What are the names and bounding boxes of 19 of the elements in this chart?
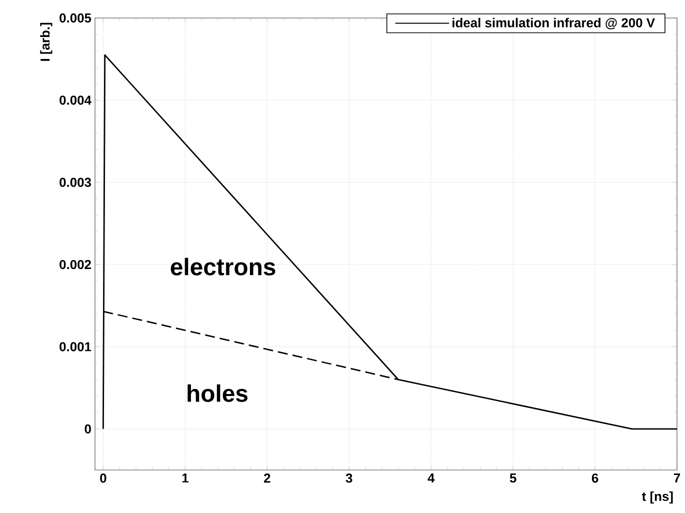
x-tick-label: 3: [346, 474, 352, 483]
y-tick-label: 0.001: [60, 342, 92, 352]
x-tick-label: 1: [182, 474, 188, 482]
y-tick-label: 0.005: [60, 13, 92, 23]
y-axis-title: I [arb.]: [40, 22, 52, 61]
legend-label: ideal simulation infrared @ 200 V: [452, 18, 655, 30]
x-tick-label: 6: [592, 474, 598, 483]
y-tick-label: 0: [84, 424, 91, 434]
y-tick-label: 0.002: [60, 260, 91, 270]
annotation: holes: [188, 384, 248, 402]
x-tick-label: 5: [510, 474, 516, 483]
y-tick-label: 0.004: [60, 96, 92, 105]
x-tick-label: 4: [428, 474, 435, 482]
x-tick-label: 0: [100, 474, 106, 483]
annotation: electrons: [170, 258, 276, 276]
x-axis-title: t [ns]: [642, 491, 673, 504]
x-tick-label: 7: [674, 474, 680, 482]
x-tick-label: 2: [264, 474, 270, 483]
y-tick-label: 0.003: [60, 178, 92, 187]
